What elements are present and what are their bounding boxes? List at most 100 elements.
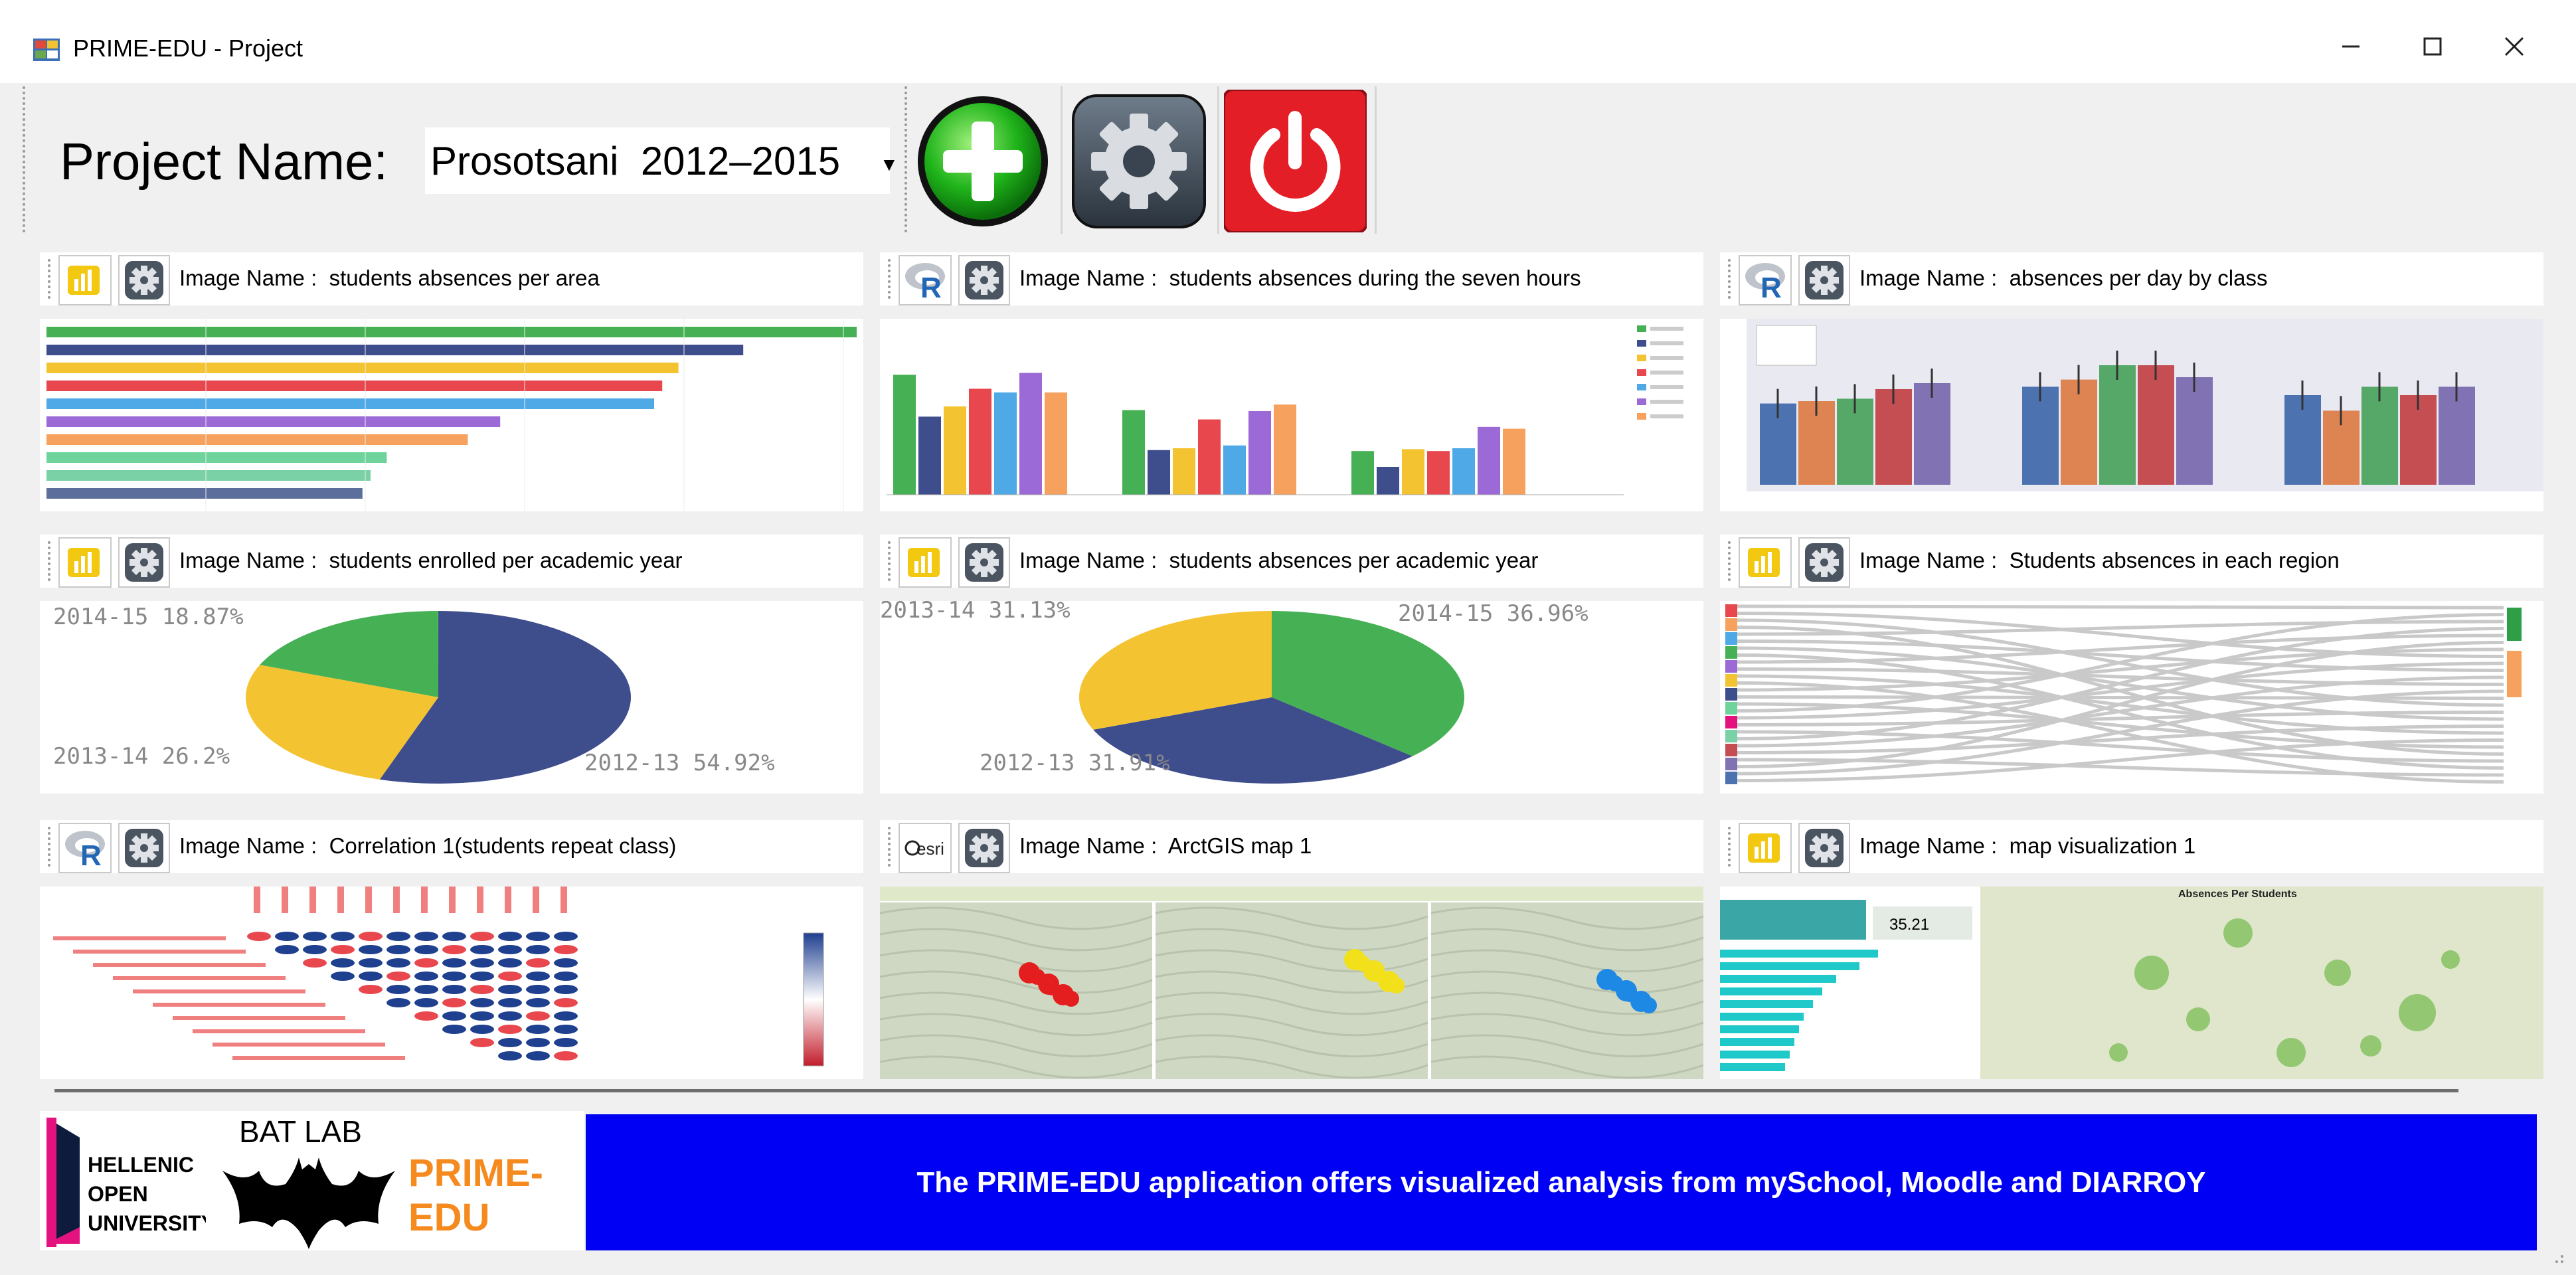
flow-link [1737, 639, 2504, 672]
correlation-cell [331, 945, 355, 954]
bar [1875, 389, 1912, 485]
panel-header: Image Name : map visualization 1 [1720, 820, 2543, 873]
image-panel[interactable]: R Image Name : Correlation 1(students re… [40, 820, 863, 1086]
panel-settings-button[interactable] [118, 823, 170, 873]
toolbar-grip[interactable] [23, 86, 25, 232]
terrain-line [1430, 1055, 1703, 1079]
area-bar [46, 434, 468, 445]
esri-logo-icon: esri [904, 839, 944, 859]
panel-settings-button[interactable] [1798, 255, 1850, 305]
row-label-placeholder [73, 950, 246, 954]
terrain-line [1155, 906, 1428, 930]
chart-thumbnail[interactable]: 2014-15 36.96% 2012-13 31.91% 2013-14 31.1… [880, 601, 1703, 794]
panel-settings-button[interactable] [1798, 537, 1850, 588]
flow-link [1737, 661, 2504, 720]
col-label-placeholder [282, 887, 288, 913]
correlation-cell [526, 998, 550, 1007]
exit-button[interactable] [1222, 86, 1368, 236]
settings-button[interactable] [1066, 86, 1212, 236]
flow-node [1725, 660, 1737, 673]
legend-swatch [1637, 325, 1646, 332]
correlation-cell [526, 972, 550, 981]
area-bar [46, 416, 501, 427]
map-point [1344, 949, 1365, 970]
panel-settings-button[interactable] [958, 823, 1010, 873]
powerbi-icon [1748, 833, 1780, 863]
legend-swatch [1637, 369, 1646, 376]
panel-settings-button[interactable] [118, 537, 170, 588]
add-project-button[interactable] [910, 86, 1056, 236]
chart-thumbnail[interactable] [40, 319, 863, 511]
dropdown-arrow-icon[interactable]: ▼ [880, 154, 899, 175]
panel-settings-button[interactable] [958, 255, 1010, 305]
resize-grip-icon[interactable] [2549, 1248, 2565, 1264]
panel-header: esri Image Name : ArctGIS map 1 [880, 820, 1703, 873]
row-label-placeholder [53, 936, 226, 940]
chart-thumbnail[interactable] [880, 319, 1703, 511]
close-button[interactable] [2494, 27, 2534, 66]
panel-settings-button[interactable] [958, 537, 1010, 588]
image-panel[interactable]: Image Name : map visualization 1 35.21 Ab… [1720, 820, 2543, 1086]
chart-thumbnail[interactable]: 2014-15 18.87% 2013-14 26.2% 2012-13 54.92… [40, 601, 863, 794]
image-panel[interactable]: R Image Name : absences per day by class [1720, 252, 2543, 518]
chart-thumbnail[interactable]: 35.21 Absences Per Students [1720, 887, 2543, 1079]
image-panel[interactable]: Image Name : Students absences in each r… [1720, 535, 2543, 800]
value-card [1873, 906, 1972, 940]
image-panel[interactable]: Image Name : students absences per acade… [880, 535, 1703, 800]
col-label-placeholder [365, 887, 372, 913]
chart-thumbnail[interactable] [40, 887, 863, 1079]
correlation-cell [498, 1025, 522, 1034]
map-point [1630, 991, 1652, 1012]
footer-logos: HELLENIC OPEN UNIVERSITY BAT LAB PRIME-E… [40, 1111, 584, 1250]
flow-link [1737, 675, 2504, 748]
flow-link [1737, 667, 2504, 686]
terrain-line [1430, 949, 1703, 973]
terrain-line [1430, 1034, 1703, 1058]
correlation-cell [359, 945, 383, 954]
col-label-placeholder [337, 887, 344, 913]
image-panel[interactable]: Image Name : students absences per area [40, 252, 863, 518]
minimize-button[interactable] [2331, 27, 2371, 66]
source-logo: R [58, 823, 112, 873]
source-logo: R [899, 255, 952, 305]
correlation-cell [498, 958, 522, 968]
gear-icon [125, 261, 163, 299]
chart-thumbnail[interactable] [880, 887, 1703, 1079]
col-label-placeholder [421, 887, 428, 913]
toolbar-grip-2[interactable] [904, 86, 907, 232]
correlation-cell [359, 985, 383, 994]
area-bar [46, 488, 363, 499]
gear-icon [965, 829, 1003, 867]
row-label-placeholder [93, 963, 266, 967]
map-point [1035, 975, 1046, 985]
chart-thumbnail[interactable] [1720, 601, 2543, 794]
correlation-cell [498, 985, 522, 994]
correlation-cell [359, 958, 383, 968]
image-name-label: Image Name : students enrolled per acade… [179, 548, 683, 572]
powerbi-icon [68, 266, 100, 295]
bar [1122, 410, 1145, 495]
svg-text:esri: esri [916, 839, 944, 859]
terrain-line [1155, 991, 1428, 1015]
source-logo [58, 537, 112, 588]
seven-hours-bar-chart [887, 325, 1683, 495]
panel-settings-button[interactable] [118, 255, 170, 305]
legend-text-placeholder [1650, 385, 1683, 389]
project-name-select[interactable]: Prosotsani 2012–2015 [425, 128, 890, 194]
correlation-cell [526, 1011, 550, 1021]
correlation-cell [442, 998, 466, 1007]
maximize-button[interactable] [2413, 27, 2452, 66]
correlation-cell [526, 958, 550, 968]
panel-settings-button[interactable] [1798, 823, 1850, 873]
image-panel[interactable]: R Image Name : students absences during … [880, 252, 1703, 518]
flow-link [1737, 612, 2504, 658]
bar [1720, 1000, 1813, 1008]
correlation-cell [554, 985, 578, 994]
region-flow-chart [1725, 604, 2522, 784]
info-banner: The PRIME-EDU application offers visuali… [586, 1114, 2537, 1250]
row-label-placeholder [193, 1029, 365, 1033]
image-panel[interactable]: esri Image Name : ArctGIS map 1 [880, 820, 1703, 1086]
correlation-cell [247, 932, 271, 941]
chart-thumbnail[interactable] [1720, 319, 2543, 511]
image-panel[interactable]: Image Name : students enrolled per acade… [40, 535, 863, 800]
